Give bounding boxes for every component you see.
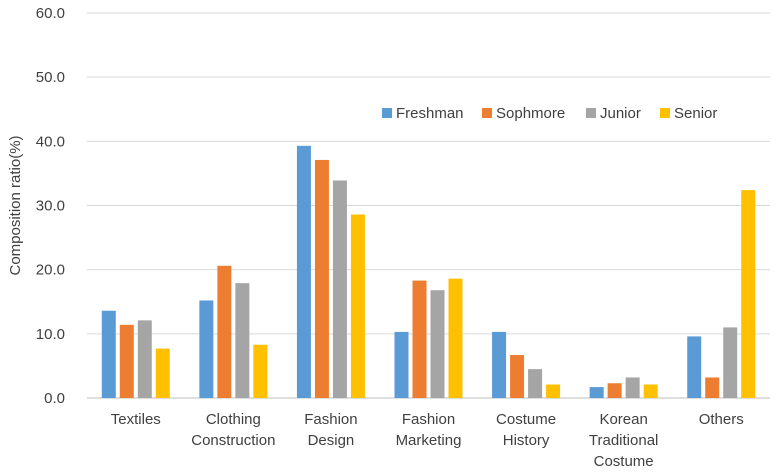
bar (741, 190, 756, 398)
x-category-label: Clothing (206, 411, 261, 428)
legend-label: Freshman (396, 105, 464, 122)
x-category-label: Others (699, 411, 744, 428)
x-category-label: Traditional (589, 432, 658, 449)
bar (492, 331, 507, 398)
legend: Freshman Sophmore Junior Senior (382, 105, 717, 122)
bar (217, 265, 232, 398)
bar (687, 336, 702, 398)
y-tick-label: 30.0 (36, 198, 65, 215)
x-category-label: Fashion (402, 411, 455, 428)
y-tick-label: 50.0 (36, 69, 65, 86)
bar (253, 344, 268, 398)
legend-swatch (586, 108, 596, 118)
y-tick-label: 0.0 (44, 390, 65, 407)
x-axis-categories: Textiles Clothing Construction Fashion Desig… (111, 411, 744, 470)
bar (589, 387, 604, 398)
bar (643, 384, 658, 398)
y-tick-label: 40.0 (36, 133, 65, 150)
bar (412, 280, 427, 398)
bar (155, 348, 170, 398)
x-category-label: Construction (191, 432, 275, 449)
legend-label: Senior (674, 105, 717, 122)
y-tick-label: 20.0 (36, 262, 65, 279)
y-axis-ticks: 0.0 10.0 20.0 30.0 40.0 50.0 60.0 (36, 5, 65, 407)
legend-label: Sophmore (496, 105, 565, 122)
bar (314, 159, 329, 398)
x-category-label: Costume (594, 453, 654, 470)
bar (199, 300, 214, 398)
bar (394, 331, 409, 398)
x-category-label: Korean (599, 411, 647, 428)
bar (625, 377, 640, 398)
bar (350, 214, 365, 398)
bar (510, 355, 525, 398)
x-category-label: Design (308, 432, 355, 449)
y-tick-label: 60.0 (36, 5, 65, 22)
x-category-label: Fashion (304, 411, 357, 428)
bar (448, 278, 463, 398)
bar (332, 180, 347, 398)
bar (137, 320, 152, 398)
bar (101, 310, 116, 398)
bars (101, 145, 756, 398)
x-category-label: History (503, 432, 550, 449)
bar (705, 377, 720, 398)
legend-swatch (660, 108, 670, 118)
gridlines (87, 12, 770, 399)
bar (430, 290, 445, 398)
y-tick-label: 10.0 (36, 326, 65, 343)
bar (546, 384, 561, 398)
bar (607, 383, 622, 398)
bar (119, 324, 134, 398)
x-category-label: Marketing (396, 432, 462, 449)
x-category-label: Costume (496, 411, 556, 428)
bar (723, 327, 738, 398)
bar (528, 369, 543, 398)
bar (235, 283, 250, 398)
bar (296, 145, 311, 398)
y-axis-title: Composition ratio(%) (7, 135, 24, 275)
x-category-label: Textiles (111, 411, 161, 428)
legend-swatch (382, 108, 392, 118)
legend-swatch (482, 108, 492, 118)
legend-label: Junior (600, 105, 641, 122)
